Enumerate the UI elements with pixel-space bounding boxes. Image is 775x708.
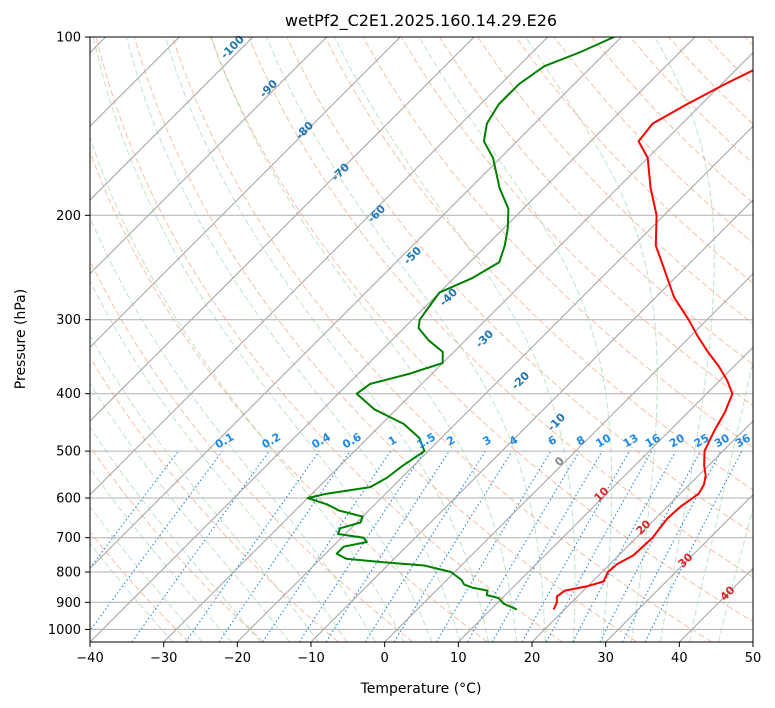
background-lines xyxy=(90,37,753,642)
moist-adiabat-line xyxy=(718,506,753,642)
x-tick-label: −10 xyxy=(297,651,324,666)
moist-adiabat-line xyxy=(90,215,376,642)
isotherm-line xyxy=(90,37,475,422)
x-tick-label: −30 xyxy=(150,651,177,666)
mixing-ratio-line xyxy=(325,450,450,642)
y-tick-label: 900 xyxy=(56,596,81,611)
isotherm-line xyxy=(457,346,753,642)
y-tick-label: 300 xyxy=(56,313,81,328)
moist-adiabat-line xyxy=(334,37,576,642)
dry-adiabat-line xyxy=(90,445,264,642)
mixing-ratio-line xyxy=(262,450,392,642)
mixing-ratio-line xyxy=(521,450,630,642)
x-tick-label: 10 xyxy=(450,651,467,666)
series-line xyxy=(552,69,753,610)
isotherm-line xyxy=(236,125,753,642)
mixing-ratio-line xyxy=(644,450,743,642)
plot-frame xyxy=(89,36,754,643)
x-axis-label: Temperature (°C) xyxy=(360,681,482,697)
y-tick-label: 1000 xyxy=(48,623,81,638)
mixing-ratio-line xyxy=(218,450,351,642)
y-tick-label: 400 xyxy=(56,387,81,402)
dry-adiabat-line xyxy=(171,37,712,642)
dry-adiabat-line xyxy=(248,37,753,578)
series-layer xyxy=(306,37,753,611)
y-axis-label: Pressure (hPa) xyxy=(13,289,29,389)
x-tick-label: 0 xyxy=(381,651,389,666)
mixing-ratio-line xyxy=(298,450,425,642)
isotherm-line xyxy=(90,37,622,570)
moist-adiabat-line xyxy=(90,382,291,642)
moist-adiabat-line xyxy=(654,37,715,642)
dry-adiabat-line xyxy=(90,150,488,642)
dry-adiabat-line xyxy=(210,37,753,623)
x-tick-label: 50 xyxy=(745,651,762,666)
x-tick-label: −20 xyxy=(224,651,251,666)
x-tick-label: 40 xyxy=(671,651,688,666)
mixing-ratio-line xyxy=(545,450,653,642)
y-tick-label: 800 xyxy=(56,566,81,581)
dry-adiabat-line xyxy=(400,37,753,407)
moist-adiabat-line xyxy=(90,334,319,642)
dry-adiabat-line xyxy=(438,37,753,366)
isotherm-line xyxy=(310,199,753,642)
mixing-ratio-line xyxy=(90,450,223,632)
mixing-ratio-line xyxy=(185,450,320,642)
isotherm-line xyxy=(90,37,549,496)
dry-adiabat-line xyxy=(90,531,190,642)
isotherm-line xyxy=(90,37,401,349)
moist-adiabat-line xyxy=(90,279,348,642)
axis-ticks: −40 −30 −20 −10 0 10 20 30 40 50 100 200 300 400 500 60… xyxy=(48,31,761,667)
isotherm-line xyxy=(605,493,753,642)
mixing-ratio-line xyxy=(131,450,270,642)
chart-title: wetPf2_C2E1.2025.160.14.29.E26 xyxy=(285,11,557,31)
isotherm-line xyxy=(163,51,753,642)
moist-adiabat-line xyxy=(688,358,753,642)
moist-adiabat-line xyxy=(418,37,613,642)
x-tick-label: 20 xyxy=(524,651,541,666)
isotherm-line xyxy=(90,37,328,275)
dry-adiabat-line xyxy=(90,356,339,642)
isotherm-line xyxy=(90,37,696,642)
y-tick-label: 200 xyxy=(56,209,81,224)
moist-adiabat-line xyxy=(266,37,546,642)
mixing-ratio-line xyxy=(572,450,677,642)
isotherm-line xyxy=(752,641,753,642)
mixing-ratio-line xyxy=(393,450,513,642)
y-tick-label: 500 xyxy=(56,445,81,460)
moist-adiabat-line xyxy=(525,37,658,642)
isotherm-line xyxy=(90,37,254,201)
x-tick-label: −40 xyxy=(76,651,103,666)
moist-adiabat-line xyxy=(90,135,405,642)
y-tick-label: 600 xyxy=(56,492,81,507)
mixing-ratio-line xyxy=(90,450,179,570)
dry-adiabat-line xyxy=(133,37,638,642)
y-tick-label: 100 xyxy=(56,31,81,46)
moist-adiabat-line xyxy=(126,37,461,642)
y-tick-label: 700 xyxy=(56,531,81,546)
dry-adiabat-line xyxy=(515,37,753,284)
moist-adiabat-line xyxy=(92,37,433,642)
series-line xyxy=(306,37,615,611)
isotherm-line xyxy=(384,272,753,642)
isotherm-line xyxy=(531,420,753,642)
x-tick-label: 30 xyxy=(597,651,614,666)
